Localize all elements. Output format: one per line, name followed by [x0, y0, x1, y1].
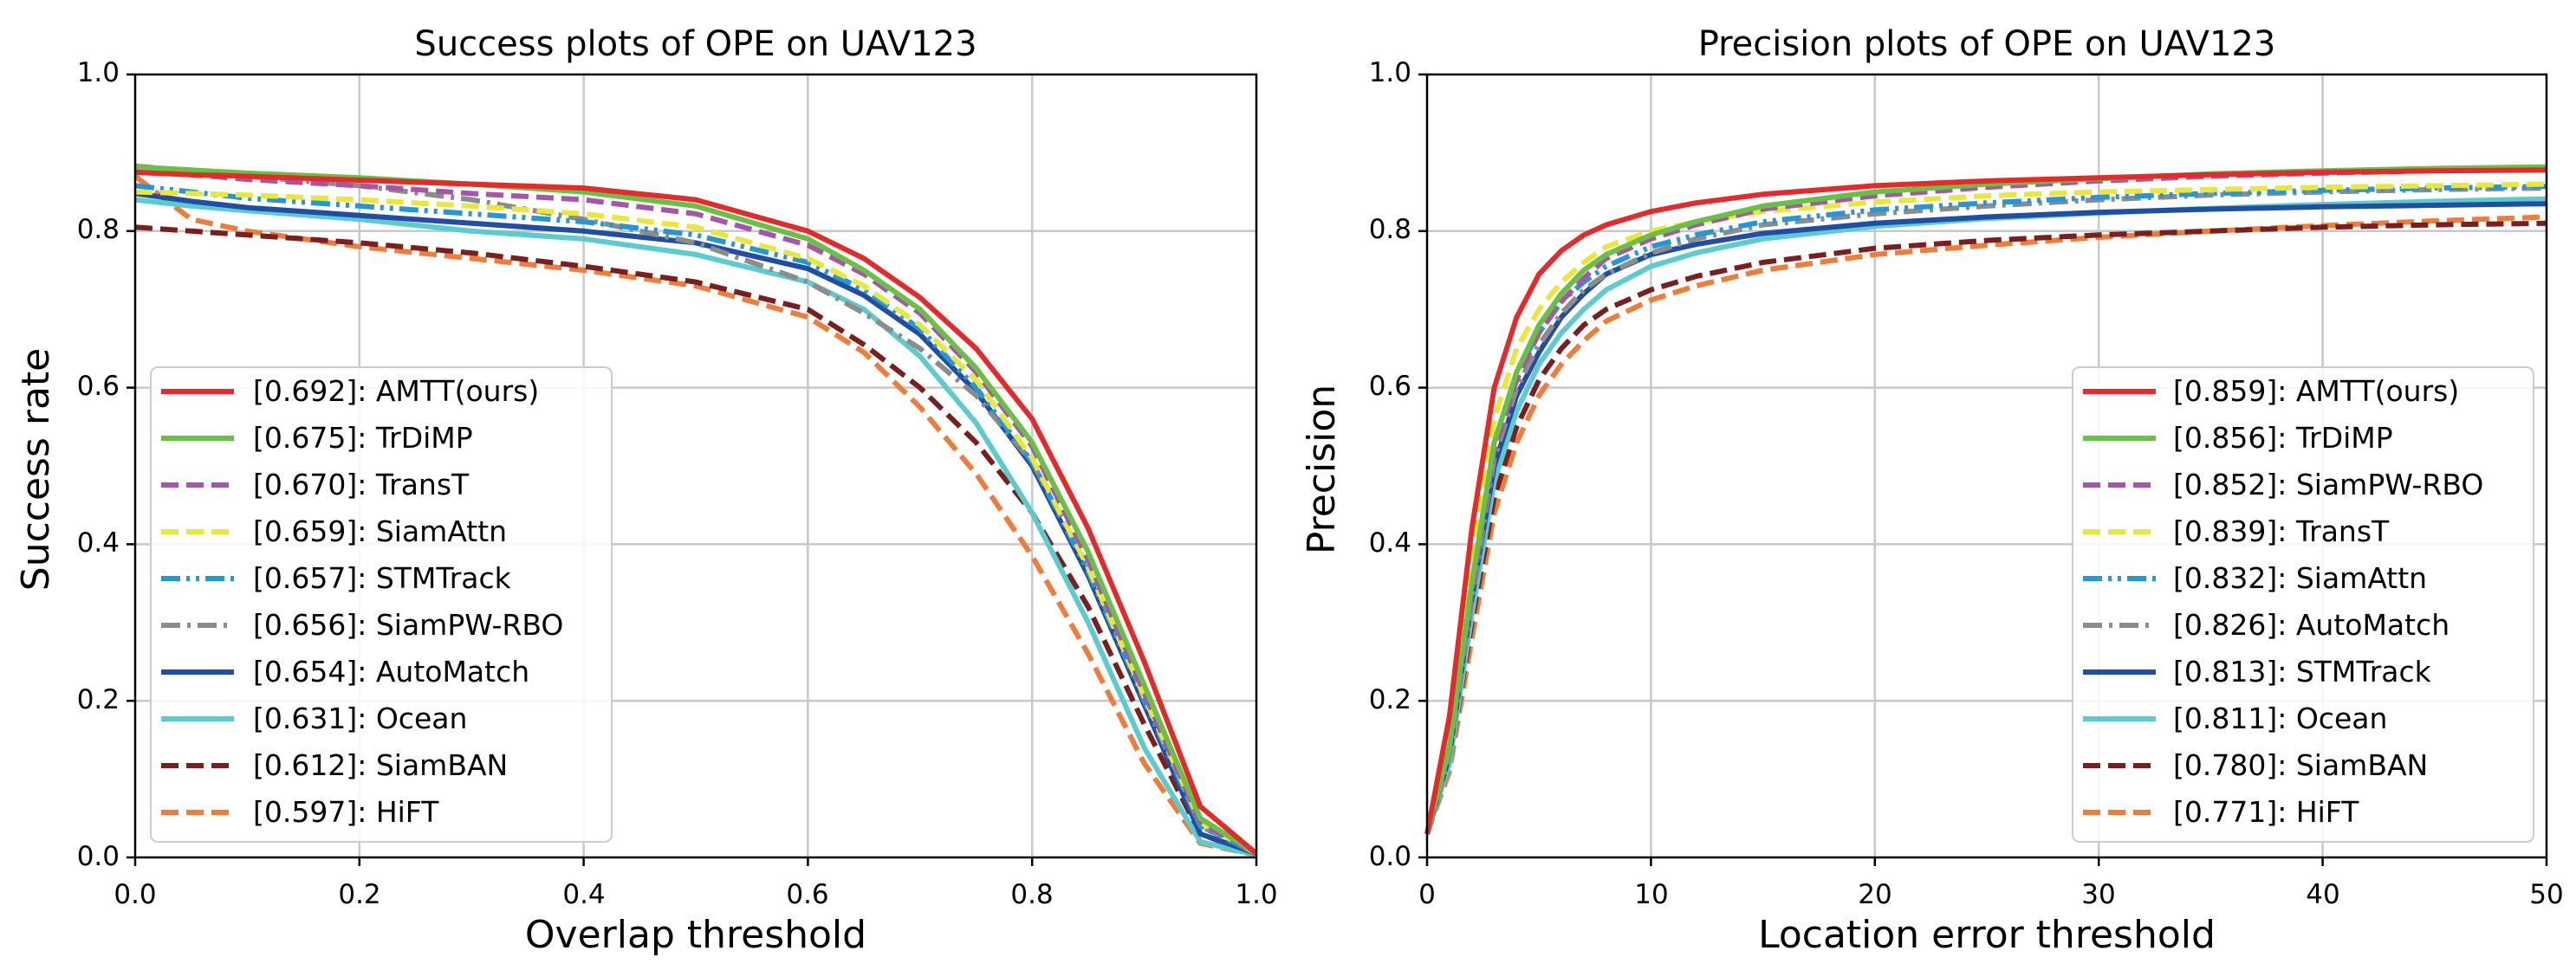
series-line: [134, 191, 1257, 857]
legend-entry-label: [0.852]: SiamPW-RBO: [2173, 468, 2483, 501]
legend-entry-label: [0.654]: AutoMatch: [253, 655, 529, 689]
series-line: [134, 170, 1258, 856]
x-tick-label: 50: [2529, 879, 2563, 910]
precision-plot-legend: [0.859]: AMTT(ours) [0.856]: TrDiMP [0.8…: [2072, 366, 2534, 843]
y-tick-label: 0.8: [77, 214, 120, 245]
legend-entry-label: [0.597]: HiFT: [253, 795, 439, 829]
legend-entry-label: [0.771]: HiFT: [2173, 795, 2359, 829]
x-tick-label: 0: [1418, 879, 1436, 910]
axes-frame: [1425, 73, 2548, 859]
series-line: [134, 197, 1257, 858]
legend-entry-label: [0.670]: TransT: [253, 468, 470, 501]
precision-plot-xlabel: Location error threshold: [1758, 913, 2216, 957]
y-tick-label: 0.6: [1369, 371, 1411, 402]
series-line: [134, 164, 1258, 857]
series-line: [134, 189, 1258, 857]
y-tick-label: 0.6: [77, 371, 120, 402]
y-tick-label: 1.0: [1369, 57, 1411, 88]
success-plot-ytick-labels: 0.0 0.2 0.4 0.6 0.8 1.0: [77, 57, 120, 872]
legend-entry-label: [0.856]: TrDiMP: [2173, 421, 2393, 455]
legend-frame: [150, 366, 613, 843]
legend-entry-label: [0.859]: AMTT(ours): [2173, 374, 2459, 408]
legend-entry-label: [0.612]: SiamBAN: [253, 748, 508, 782]
legend-entry-label: [0.631]: Ocean: [253, 702, 467, 735]
x-tick-label: 20: [1858, 879, 1891, 910]
legend-entry-label: [0.780]: SiamBAN: [2173, 748, 2428, 782]
legend-entry-label: [0.826]: AutoMatch: [2173, 608, 2449, 642]
x-tick-label: 0.6: [786, 879, 828, 910]
legend-entry-label: [0.692]: AMTT(ours): [253, 374, 539, 408]
x-tick-label: 40: [2306, 879, 2339, 910]
x-tick-label: 0.0: [114, 879, 156, 910]
success-plot-xlabel: Overlap threshold: [525, 913, 866, 957]
legend-entry-label: [0.657]: STMTrack: [253, 561, 512, 595]
legend-frame: [2072, 366, 2534, 843]
series-line: [1424, 167, 2547, 835]
legend-entry-label: [0.659]: SiamAttn: [253, 514, 507, 548]
series-line: [134, 224, 1258, 858]
legend-entry-label: [0.832]: SiamAttn: [2173, 561, 2427, 595]
plot-area: [127, 73, 1258, 866]
success-plot-title: Success plots of OPE on UAV123: [414, 24, 977, 64]
x-tick-label: 0.2: [338, 879, 380, 910]
y-tick-label: 0.4: [1369, 527, 1411, 559]
precision-plot-title: Precision plots of OPE on UAV123: [1698, 24, 2276, 64]
y-tick-label: 0.2: [1369, 684, 1411, 715]
success-plot: Success plots of OPE on UAV123 Overlap t…: [14, 24, 1278, 957]
legend-entry-label: [0.656]: SiamPW-RBO: [253, 608, 563, 642]
precision-plot: Precision plots of OPE on UAV123 Locatio…: [1300, 24, 2564, 957]
y-tick-label: 0.4: [77, 527, 120, 559]
series-line: [1424, 181, 2547, 835]
x-tick-label: 30: [2081, 879, 2115, 910]
series-line: [134, 167, 1258, 857]
y-tick-label: 0.0: [1369, 841, 1411, 872]
x-tick-label: 0.4: [562, 879, 605, 910]
axes-frame: [133, 73, 1258, 859]
success-plot-legend: [0.692]: AMTT(ours) [0.675]: TrDiMP [0.6…: [150, 366, 613, 843]
success-plot-xtick-labels: 0.0 0.2 0.4 0.6 0.8 1.0: [114, 879, 1277, 910]
precision-plot-ytick-labels: 0.0 0.2 0.4 0.6 0.8 1.0: [1369, 57, 1411, 872]
legend-entry-label: [0.839]: TransT: [2173, 514, 2390, 548]
precision-plot-xtick-labels: 0 10 20 30 40 50: [1418, 879, 2564, 910]
y-tick-label: 0.2: [77, 684, 120, 715]
y-tick-label: 0.0: [77, 841, 120, 872]
x-tick-label: 0.8: [1010, 879, 1053, 910]
legend-entry-label: [0.675]: TrDiMP: [253, 421, 473, 455]
success-plot-ylabel: Success rate: [14, 348, 58, 591]
x-tick-label: 10: [1634, 879, 1668, 910]
series-line: [1424, 220, 2547, 835]
x-tick-label: 1.0: [1235, 879, 1277, 910]
precision-plot-ylabel: Precision: [1300, 385, 1344, 554]
y-tick-label: 0.8: [1369, 214, 1411, 245]
legend-entry-label: [0.811]: Ocean: [2173, 702, 2387, 735]
legend-entry-label: [0.813]: STMTrack: [2173, 655, 2432, 689]
series-line: [133, 174, 1257, 858]
y-tick-label: 1.0: [77, 57, 120, 88]
